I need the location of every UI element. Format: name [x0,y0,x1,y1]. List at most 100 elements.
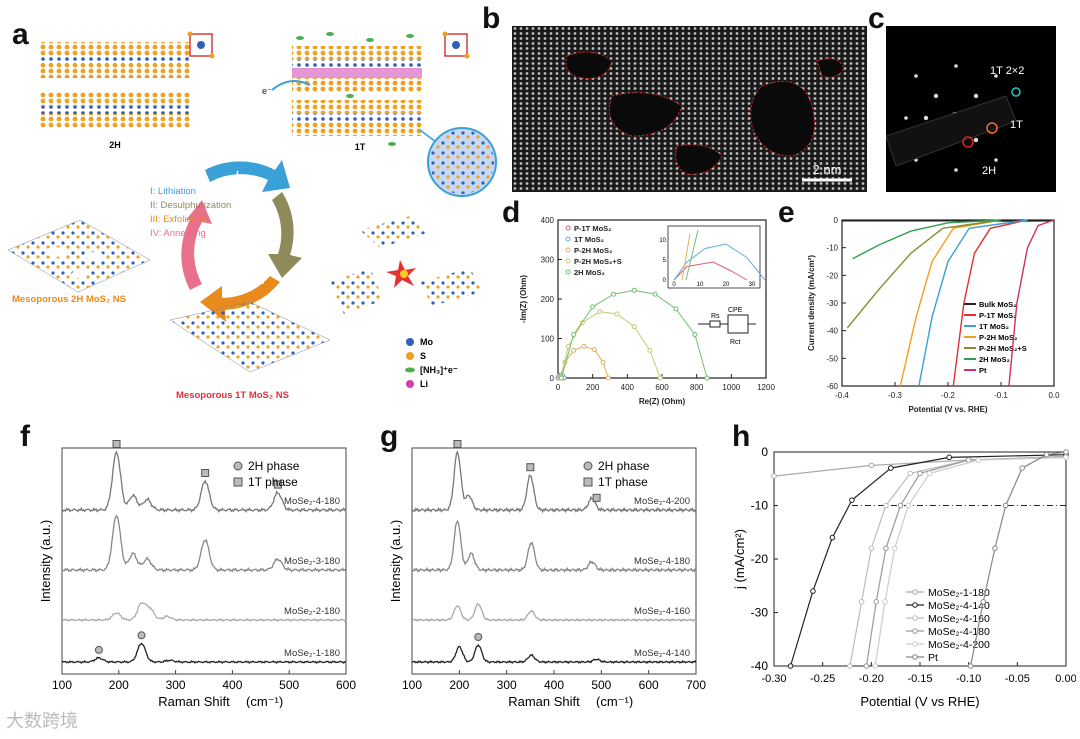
meso-1t-label: Mesoporous 1T MoS₂ NS [176,390,289,401]
legend-label-e-6: Pt [979,366,987,375]
data-point-h-5-2 [992,545,998,552]
sheet-mesoporous-1t [169,301,331,373]
y-tick-label-d-4: 400 [541,216,555,225]
x-tick-label-e-3: -0.1 [994,391,1008,400]
y-tick-label-e-1: -10 [826,244,838,253]
y-tick-label-e-5: -50 [826,354,838,363]
data-point-d-3-7 [657,375,663,381]
legend-label-e-1: P-1T MoS₂ [979,311,1017,320]
raman-series-label-g-2: MoSe₂-4-160 [634,606,690,617]
data-point-h-2-0 [847,663,853,669]
step-text-4: IV: Annealing [150,228,206,239]
step-numeral-1: I [236,170,239,181]
legend-marker-h-5 [912,654,918,660]
legend-marker-h-0 [912,589,918,595]
panel-f-raman: 100 200 300 400 500 600 Raman Shift (cm⁻¹) Inten… [28,439,362,709]
inset-series-2 [681,233,691,281]
y-axis-label-e: Current density (mA/cm²) [807,255,816,351]
panel-label-a: a [12,18,29,51]
y-tick-label-h-4: -40 [751,659,769,673]
x-tick-label-e-2: -0.2 [941,391,955,400]
data-point-h-4-1 [882,599,888,605]
panel-label-g: g [380,420,399,453]
inset-x-tick-3: 30 [749,282,756,288]
data-point-d-4-3 [610,291,616,297]
x-tick-label-g-2: 300 [497,678,517,692]
data-point-h-2-4 [907,470,914,477]
nh3-molecules [296,32,414,146]
data-point-h-1-0 [787,663,794,669]
x-tick-label-g-5: 600 [639,678,659,692]
label-2h: 2H [109,140,121,150]
inset-y-tick-1: 5 [663,258,667,264]
legend-label-e-4: P-2H MoS₂+S [979,344,1027,353]
data-point-d-2-4 [591,347,597,353]
raman-series-label-g-3: MoSe₂-4-140 [634,648,690,659]
circuit-label-rct: Rct [730,339,741,346]
legend-marker-f-0 [233,461,243,471]
data-point-d-4-7 [692,332,698,338]
legend-label-e-2: 1T MoS₂ [979,322,1009,331]
raman-series-f-3 [61,642,347,664]
data-point-h-5-0 [967,663,974,669]
data-point-h-4-3 [905,502,912,509]
circuit-label-rs: Rs [711,313,720,320]
data-point-h-5-5 [1043,451,1050,458]
panel-d-nyquist: 0 200 400 600 800 1000 1200 0 100 200 300 400 Re(Z) … [516,212,778,422]
legend-marker-h-1 [912,602,918,608]
legend-marker-h-3 [912,628,918,634]
x-tick-label-d-3: 600 [655,383,669,392]
x-tick-label-h-6: 0.00 [1055,673,1076,685]
legend-label-d-4: 2H MoS₂ [574,268,605,277]
diffraction-label-1t: 1T [1010,119,1023,131]
data-point-h-1-2 [829,534,836,541]
y-tick-label-e-2: -20 [826,271,838,280]
legend-label-g-0: 2H phase [598,459,650,473]
peak-marker-g-0 [453,439,462,448]
x-axis-unit-g: (cm⁻¹) [596,694,633,708]
data-point-h-2-2 [868,545,875,552]
data-point-h-3-3 [897,502,904,509]
legend-label-f-1: 1T phase [248,475,298,489]
legend-marker-h-2 [912,615,918,621]
x-axis-label-d: Re(Z) (Ohm) [639,397,686,406]
legend-marker-g-1 [583,477,593,487]
data-point-h-2-3 [883,502,889,509]
inset-x-tick-0: 0 [672,282,676,288]
data-point-h-2-1 [858,599,865,605]
atom-legend: Mo S [NH₃]⁺e⁻ Li [405,337,458,389]
data-point-h-4-0 [872,663,879,669]
data-point-h-5-3 [1002,502,1009,509]
step-text-1: I: Lithiation [150,186,196,197]
raman-series-label-f-1: MoSe₂-3-180 [284,556,340,567]
step-numeral-3: III [256,276,265,287]
y-tick-label-e-6: -60 [826,382,838,391]
series-line-e-5 [852,219,1002,260]
legend-marker-f-1 [233,477,243,487]
panel-g-raman: 100 200 300 400 500 600 700 Raman Shift (cm⁻¹) In… [378,439,712,709]
y-tick-label-h-1: -10 [751,499,769,513]
x-tick-label-e-0: -0.4 [835,391,849,400]
diffraction-label-2h: 2H [982,165,996,177]
data-point-h-5-6 [1063,449,1069,455]
unit-cell-2h-icon [187,31,215,59]
data-point-h-3-0 [863,663,870,669]
plot-frame-e [841,219,1055,387]
data-point-h-4-2 [891,545,898,552]
y-tick-label-d-2: 200 [541,295,555,304]
panel-label-f: f [20,420,30,453]
peak-marker-f-1 [201,469,210,477]
meso-2h-label: Mesoporous 2H MoS₂ NS [12,294,126,305]
x-tick-label-d-5: 1000 [722,383,740,392]
legend-label-h-3: MoSe₂-4-180 [928,626,990,638]
x-tick-label-h-3: -0.15 [907,673,932,685]
plot-frame-h [773,451,1067,667]
series-line-e-6 [1008,219,1055,387]
diffraction-label-1t2x2: 1T 2×2 [990,65,1024,77]
inset-y-tick-2: 10 [659,238,666,244]
y-tick-label-e-3: -30 [826,299,838,308]
data-point-h-1-1 [810,588,816,594]
data-point-d-4-1 [571,332,577,338]
legend-label-e-5: 2H MoS₂ [979,355,1010,364]
legend-marker-d-0 [565,225,571,231]
